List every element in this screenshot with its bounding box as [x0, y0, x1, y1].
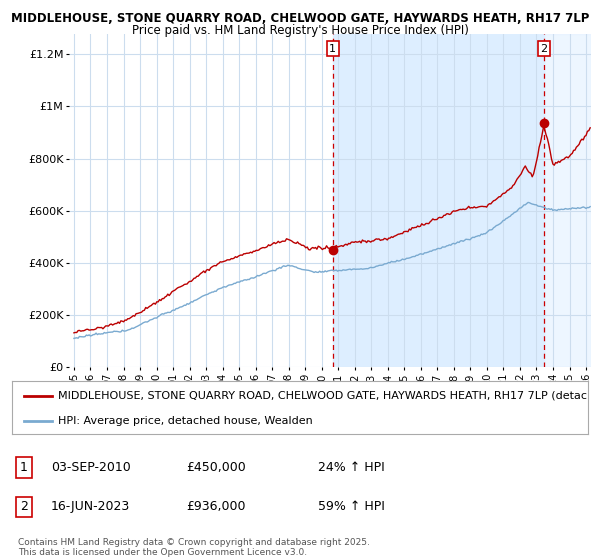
Text: 2: 2 [541, 44, 548, 54]
Text: HPI: Average price, detached house, Wealden: HPI: Average price, detached house, Weal… [58, 416, 313, 426]
Bar [333, 34, 544, 367]
Text: £936,000: £936,000 [186, 500, 245, 514]
Text: Price paid vs. HM Land Registry's House Price Index (HPI): Price paid vs. HM Land Registry's House … [131, 24, 469, 36]
Text: £450,000: £450,000 [186, 461, 246, 474]
Text: Contains HM Land Registry data © Crown copyright and database right 2025.
This d: Contains HM Land Registry data © Crown c… [18, 538, 370, 557]
Text: 1: 1 [20, 461, 28, 474]
Text: MIDDLEHOUSE, STONE QUARRY ROAD, CHELWOOD GATE, HAYWARDS HEATH, RH17 7LP (detac: MIDDLEHOUSE, STONE QUARRY ROAD, CHELWOOD… [58, 391, 587, 401]
Bar [544, 34, 591, 367]
Text: MIDDLEHOUSE, STONE QUARRY ROAD, CHELWOOD GATE, HAYWARDS HEATH, RH17 7LP: MIDDLEHOUSE, STONE QUARRY ROAD, CHELWOOD… [11, 12, 589, 25]
Text: 1: 1 [329, 44, 337, 54]
Text: 24% ↑ HPI: 24% ↑ HPI [318, 461, 385, 474]
Text: 03-SEP-2010: 03-SEP-2010 [51, 461, 131, 474]
Text: 16-JUN-2023: 16-JUN-2023 [51, 500, 130, 514]
Text: 59% ↑ HPI: 59% ↑ HPI [318, 500, 385, 514]
Text: 2: 2 [20, 500, 28, 514]
